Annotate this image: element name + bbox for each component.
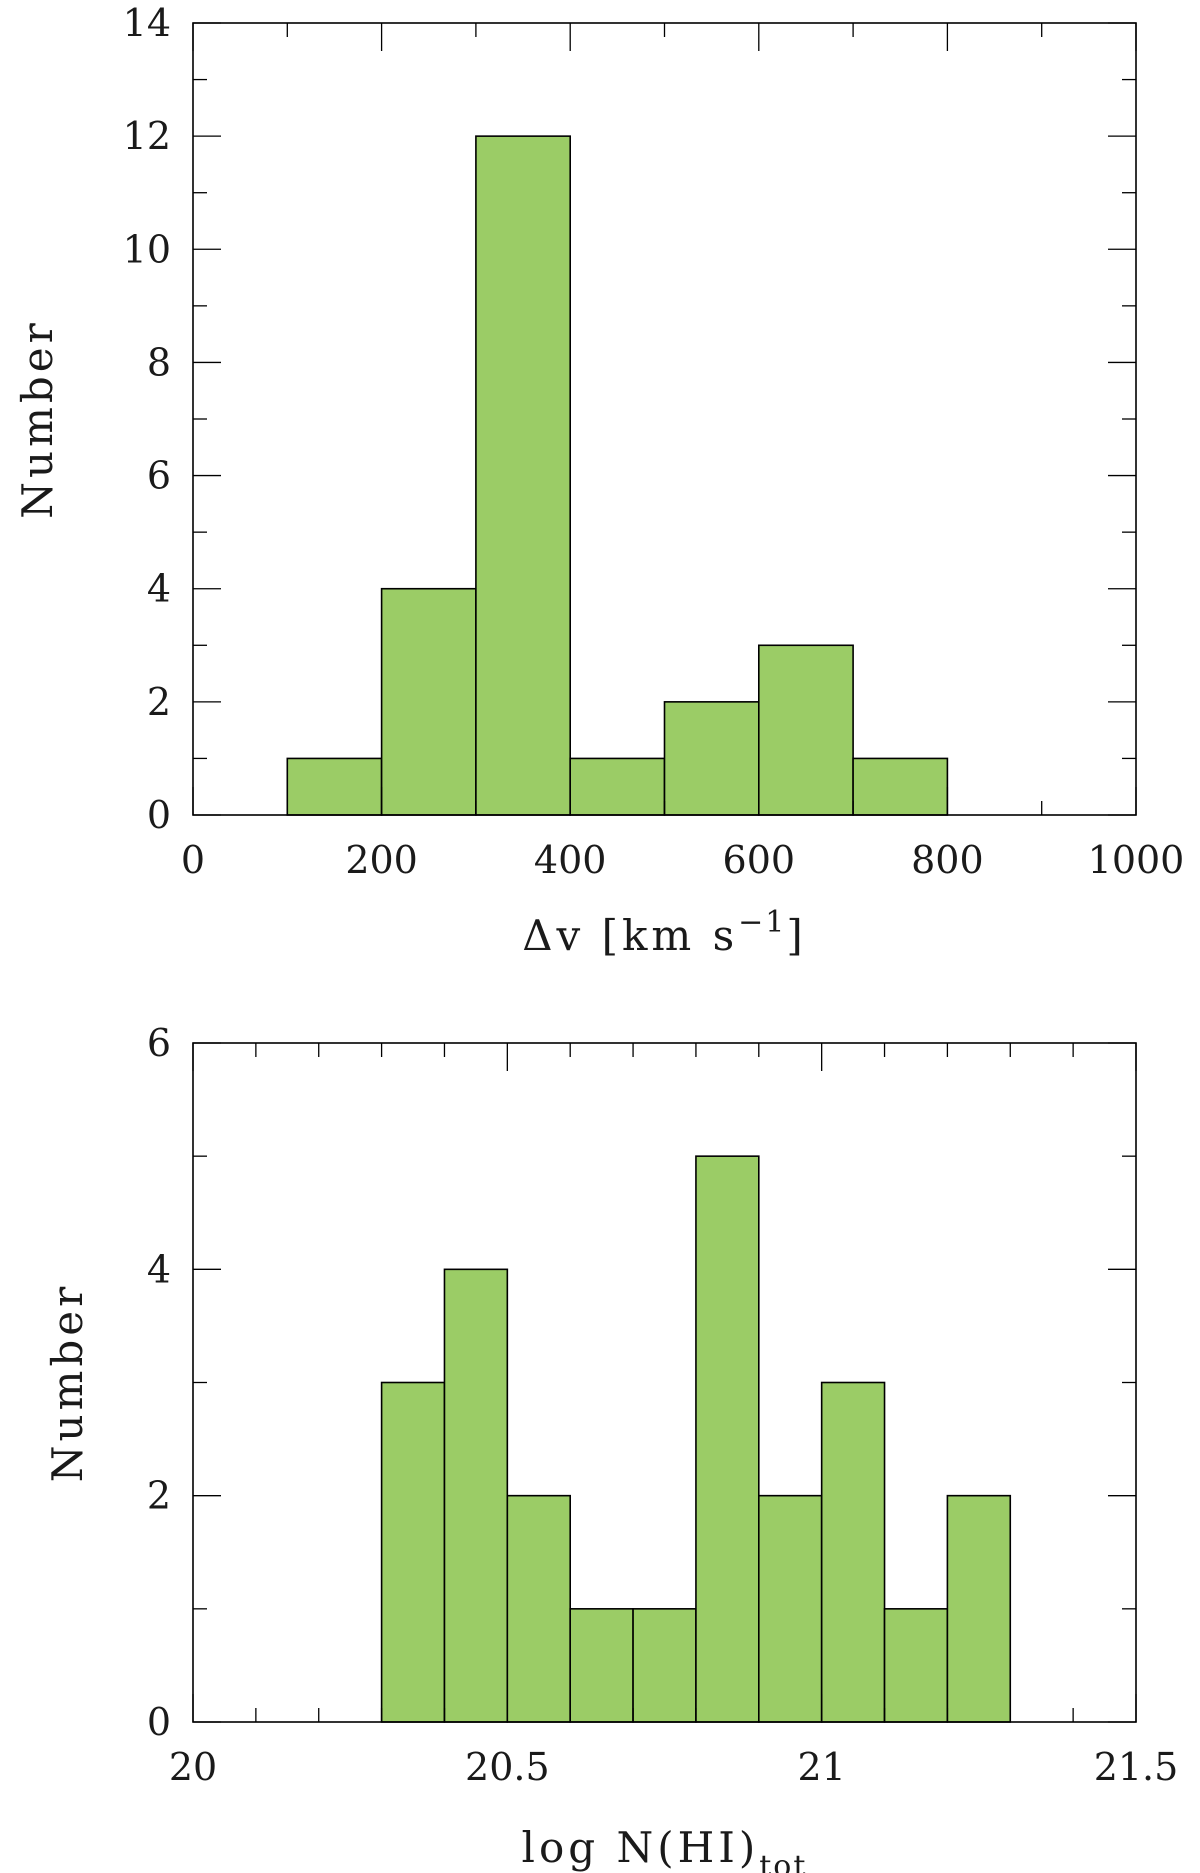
y-tick-label: 14 xyxy=(123,1,171,45)
y-tick-label: 4 xyxy=(147,567,171,611)
histogram-bar xyxy=(380,587,477,816)
x-tick-label: 1000 xyxy=(1088,838,1185,882)
y-tick-label: 4 xyxy=(147,1247,171,1291)
histogram-velocity-width: 0 2 4 6 8 10 12 14 0 200 400 600 800 1000 Δv [km s−1… xyxy=(13,1,1184,960)
x-tick-label: 400 xyxy=(534,838,607,882)
x-tick-label: 600 xyxy=(723,838,796,882)
y-tick-label: 12 xyxy=(123,114,171,158)
histogram-bars xyxy=(380,1155,1012,1723)
y-tick-label: 8 xyxy=(147,340,171,384)
histogram-bar xyxy=(946,1494,1012,1723)
histogram-bar xyxy=(663,701,760,816)
plot-frame xyxy=(192,1042,1137,1723)
y-axis-title: Number xyxy=(43,1283,92,1482)
x-tick-labels: 20 20.5 21 21.5 xyxy=(169,1745,1178,1789)
histogram-bar xyxy=(695,1155,760,1723)
histogram-bars xyxy=(286,135,949,816)
y-tick-label: 6 xyxy=(147,1021,171,1065)
histogram-bar xyxy=(475,135,571,816)
histogram-bar xyxy=(569,757,666,816)
histogram-bar xyxy=(506,1494,572,1723)
histogram-bar xyxy=(569,1608,634,1723)
x-axis-title: log N(HI)tot xyxy=(522,1823,808,1873)
histogram-bar xyxy=(443,1268,509,1723)
axis-ticks xyxy=(192,22,1137,816)
y-tick-label: 2 xyxy=(147,680,171,724)
histogram-bar xyxy=(852,757,949,816)
histogram-bar xyxy=(632,1608,697,1723)
y-tick-label: 0 xyxy=(147,793,171,837)
x-tick-label: 200 xyxy=(345,838,418,882)
histogram-bar xyxy=(286,757,383,816)
y-tick-label: 6 xyxy=(147,454,171,498)
x-tick-label: 0 xyxy=(181,838,205,882)
x-tick-label: 20.5 xyxy=(465,1745,550,1789)
x-tick-label: 20 xyxy=(169,1745,217,1789)
histogram-bar xyxy=(380,1381,446,1723)
x-tick-label: 21.5 xyxy=(1094,1745,1179,1789)
histogram-hi-column-density: 0 2 4 6 20 20.5 21 21.5 log N(HI)tot Number xyxy=(43,1021,1178,1873)
plot-frame xyxy=(192,22,1137,816)
x-tick-label: 800 xyxy=(911,838,984,882)
y-tick-labels: 0 2 4 6 xyxy=(147,1021,171,1744)
y-tick-labels: 0 2 4 6 8 10 12 14 xyxy=(123,1,171,837)
histogram-bar xyxy=(820,1381,886,1723)
y-axis-title: Number xyxy=(13,319,62,518)
x-tick-label: 21 xyxy=(797,1745,845,1789)
y-tick-label: 0 xyxy=(147,1700,171,1744)
histogram-bar xyxy=(757,644,854,816)
histogram-bar xyxy=(883,1608,949,1723)
y-tick-label: 10 xyxy=(123,227,171,271)
y-tick-label: 2 xyxy=(147,1474,171,1518)
x-axis-title: Δv [km s−1] xyxy=(522,905,807,960)
histogram-bar xyxy=(757,1494,823,1723)
x-tick-labels: 0 200 400 600 800 1000 xyxy=(181,838,1184,882)
